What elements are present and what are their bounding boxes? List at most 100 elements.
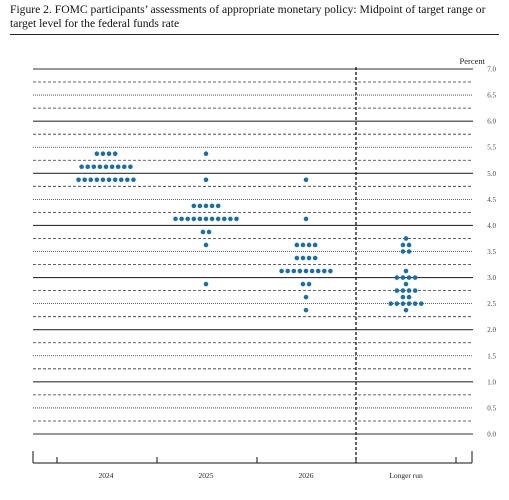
participant-dot <box>115 164 121 170</box>
participant-dot <box>309 268 315 274</box>
participant-dot <box>300 242 306 248</box>
label-layer: 7.0 6.5 6.0 5.5 5.0 4.5 4.0 3.5 3.0 2.5 2.0 1.5 1.0 0… <box>99 56 497 480</box>
participant-dot <box>312 242 318 248</box>
y-tick-label: 1.0 <box>487 378 496 386</box>
grid-layer <box>33 68 473 435</box>
participant-dot <box>400 288 406 293</box>
participant-dot <box>94 177 100 183</box>
y-tick-label: 1.5 <box>487 352 496 360</box>
participant-dot <box>222 216 227 222</box>
y-tick-label: 2.0 <box>487 326 496 334</box>
y-tick-label: 5.0 <box>487 170 496 178</box>
participant-dot <box>412 275 418 280</box>
participant-dot <box>128 164 133 170</box>
participant-dot <box>406 288 412 293</box>
participant-dot <box>403 281 409 287</box>
participant-dot <box>406 275 412 280</box>
participant-dot <box>303 216 309 222</box>
participant-dot <box>297 268 303 274</box>
participant-dot <box>122 164 127 170</box>
participant-dot <box>79 164 84 170</box>
y-tick-label: 0.5 <box>487 404 496 412</box>
participant-dot <box>303 177 309 183</box>
participant-dot <box>300 255 306 261</box>
participant-dot <box>328 268 333 274</box>
caption-rule <box>10 34 499 35</box>
participant-dot <box>118 177 124 183</box>
participant-dot <box>112 151 118 157</box>
participant-dot <box>400 249 406 254</box>
participant-dot <box>406 294 412 300</box>
participant-dot <box>388 301 394 306</box>
y-tick-label: 6.0 <box>487 118 496 126</box>
participant-dot <box>234 216 239 222</box>
participant-dot <box>303 307 309 313</box>
participant-dot <box>294 242 300 248</box>
participant-dot <box>197 203 203 209</box>
participant-dot <box>306 255 312 261</box>
x-category-label: Longer run <box>389 471 423 480</box>
participant-dot <box>100 151 106 157</box>
participant-dot <box>279 268 284 274</box>
participant-dot <box>85 164 90 170</box>
y-tick-label: 2.5 <box>487 300 496 308</box>
participant-dot <box>200 229 206 235</box>
participant-dot <box>206 229 212 235</box>
y-tick-label: 6.5 <box>487 92 496 100</box>
participant-dot <box>394 301 400 306</box>
participant-dot <box>312 255 318 261</box>
participant-dot <box>406 242 412 248</box>
x-category-label: 2025 <box>199 471 214 480</box>
participant-dot <box>303 294 309 300</box>
participant-dot <box>406 249 412 254</box>
axis-layer <box>32 67 473 464</box>
participant-dot <box>322 268 327 274</box>
participant-dot <box>185 216 190 222</box>
participant-dot <box>88 177 94 183</box>
participant-dot <box>203 203 209 209</box>
x-category-label: 2026 <box>299 471 314 480</box>
participant-dot <box>106 177 112 183</box>
participant-dot <box>215 216 221 222</box>
participant-dot <box>94 151 100 157</box>
participant-dot <box>291 268 297 274</box>
participant-dot <box>400 242 406 248</box>
participant-dot <box>203 177 209 183</box>
participant-dot <box>97 164 103 170</box>
participant-dot <box>315 268 321 274</box>
participant-dot <box>403 268 409 274</box>
participant-dot <box>294 255 300 261</box>
participant-dot <box>203 151 209 157</box>
y-tick-label: 7.0 <box>487 66 496 74</box>
participant-dot <box>209 203 215 209</box>
participant-dot <box>400 275 406 280</box>
y-tick-label: 3.0 <box>487 274 496 282</box>
participant-dot <box>91 164 97 170</box>
y-axis-unit-label: Percent <box>460 56 486 66</box>
participant-dot <box>400 301 406 306</box>
participant-dot <box>179 216 184 222</box>
participant-dot <box>412 288 418 293</box>
participant-dot <box>394 275 400 280</box>
participant-dot <box>112 177 118 183</box>
participant-dot <box>191 216 197 222</box>
participant-dot <box>106 151 112 157</box>
participant-dot <box>403 307 409 313</box>
participant-dot <box>418 301 424 306</box>
participant-dot <box>109 164 115 170</box>
participant-dot <box>228 216 233 222</box>
participant-dot <box>306 242 312 248</box>
participant-dot <box>400 294 406 300</box>
y-tick-label: 5.5 <box>487 144 496 152</box>
participant-dot <box>103 164 109 170</box>
participant-dot <box>76 177 81 183</box>
participant-dot <box>394 288 400 293</box>
figure-caption: Figure 2. FOMC participants’ assessments… <box>10 3 486 30</box>
x-category-label: 2024 <box>99 471 114 480</box>
participant-dot <box>131 177 136 183</box>
participant-dot <box>403 236 409 241</box>
participant-dot <box>306 281 312 287</box>
participant-dot <box>203 281 209 287</box>
dot-layer <box>76 151 424 313</box>
participant-dot <box>285 268 291 274</box>
